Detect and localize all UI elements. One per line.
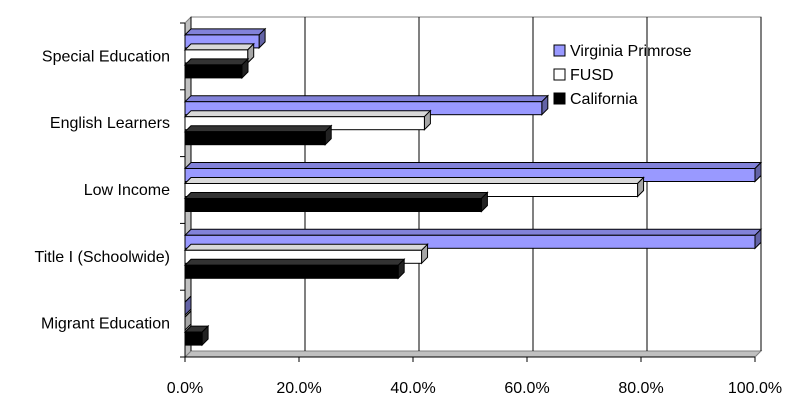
bar-top-fusd xyxy=(183,110,432,118)
bar-california-migrant-education xyxy=(184,331,203,346)
category-label: English Learners xyxy=(50,115,170,132)
bar-top-california xyxy=(183,258,406,266)
x-tick-label: 40.0% xyxy=(390,380,435,397)
bar-california-english-learners xyxy=(184,131,326,146)
bar-top-fusd xyxy=(183,43,255,51)
x-tick-label: 0.0% xyxy=(167,380,203,397)
bar-top-fusd xyxy=(183,177,645,184)
axes xyxy=(180,22,756,362)
x-tick-label: 100.0% xyxy=(728,380,782,397)
bar-top-virginia-primrose xyxy=(183,162,763,169)
category-label: Title I (Schoolwide) xyxy=(35,249,170,266)
bar-top-virginia-primrose xyxy=(183,228,763,236)
bar-top-california xyxy=(183,125,333,133)
bar-top-fusd xyxy=(183,243,429,251)
x-tick-label: 20.0% xyxy=(276,380,321,397)
tick-labels: 0.0% 20.0% 40.0% 60.0% 80.0% 100.0% xyxy=(167,380,782,397)
legend-swatch-california xyxy=(553,92,566,105)
legend: Virginia Primrose FUSD California xyxy=(553,43,692,108)
category-labels: Special Education English Learners Low Inc… xyxy=(35,48,171,332)
bar-top-virginia-primrose xyxy=(183,28,267,36)
category-label: Special Education xyxy=(42,48,170,65)
bar-top-virginia-primrose xyxy=(183,95,550,103)
legend-swatch-fusd xyxy=(553,68,566,81)
bar-california-low-income xyxy=(184,198,482,212)
category-label: Migrant Education xyxy=(41,316,170,333)
category-label: Low Income xyxy=(84,182,170,199)
floor xyxy=(183,350,763,358)
x-tick-label: 60.0% xyxy=(504,380,549,397)
legend-label-california: California xyxy=(570,91,638,108)
bar-top-california xyxy=(183,192,489,199)
x-tick-label: 80.0% xyxy=(618,380,663,397)
bar-california-title-i-schoolwide xyxy=(184,264,399,279)
bar-california-special-education xyxy=(184,64,243,79)
legend-label-fusd: FUSD xyxy=(570,67,614,84)
legend-swatch-virginia-primrose xyxy=(553,44,566,57)
bar-top-california xyxy=(183,58,250,66)
legend-label-virginia-primrose: Virginia Primrose xyxy=(570,43,692,60)
